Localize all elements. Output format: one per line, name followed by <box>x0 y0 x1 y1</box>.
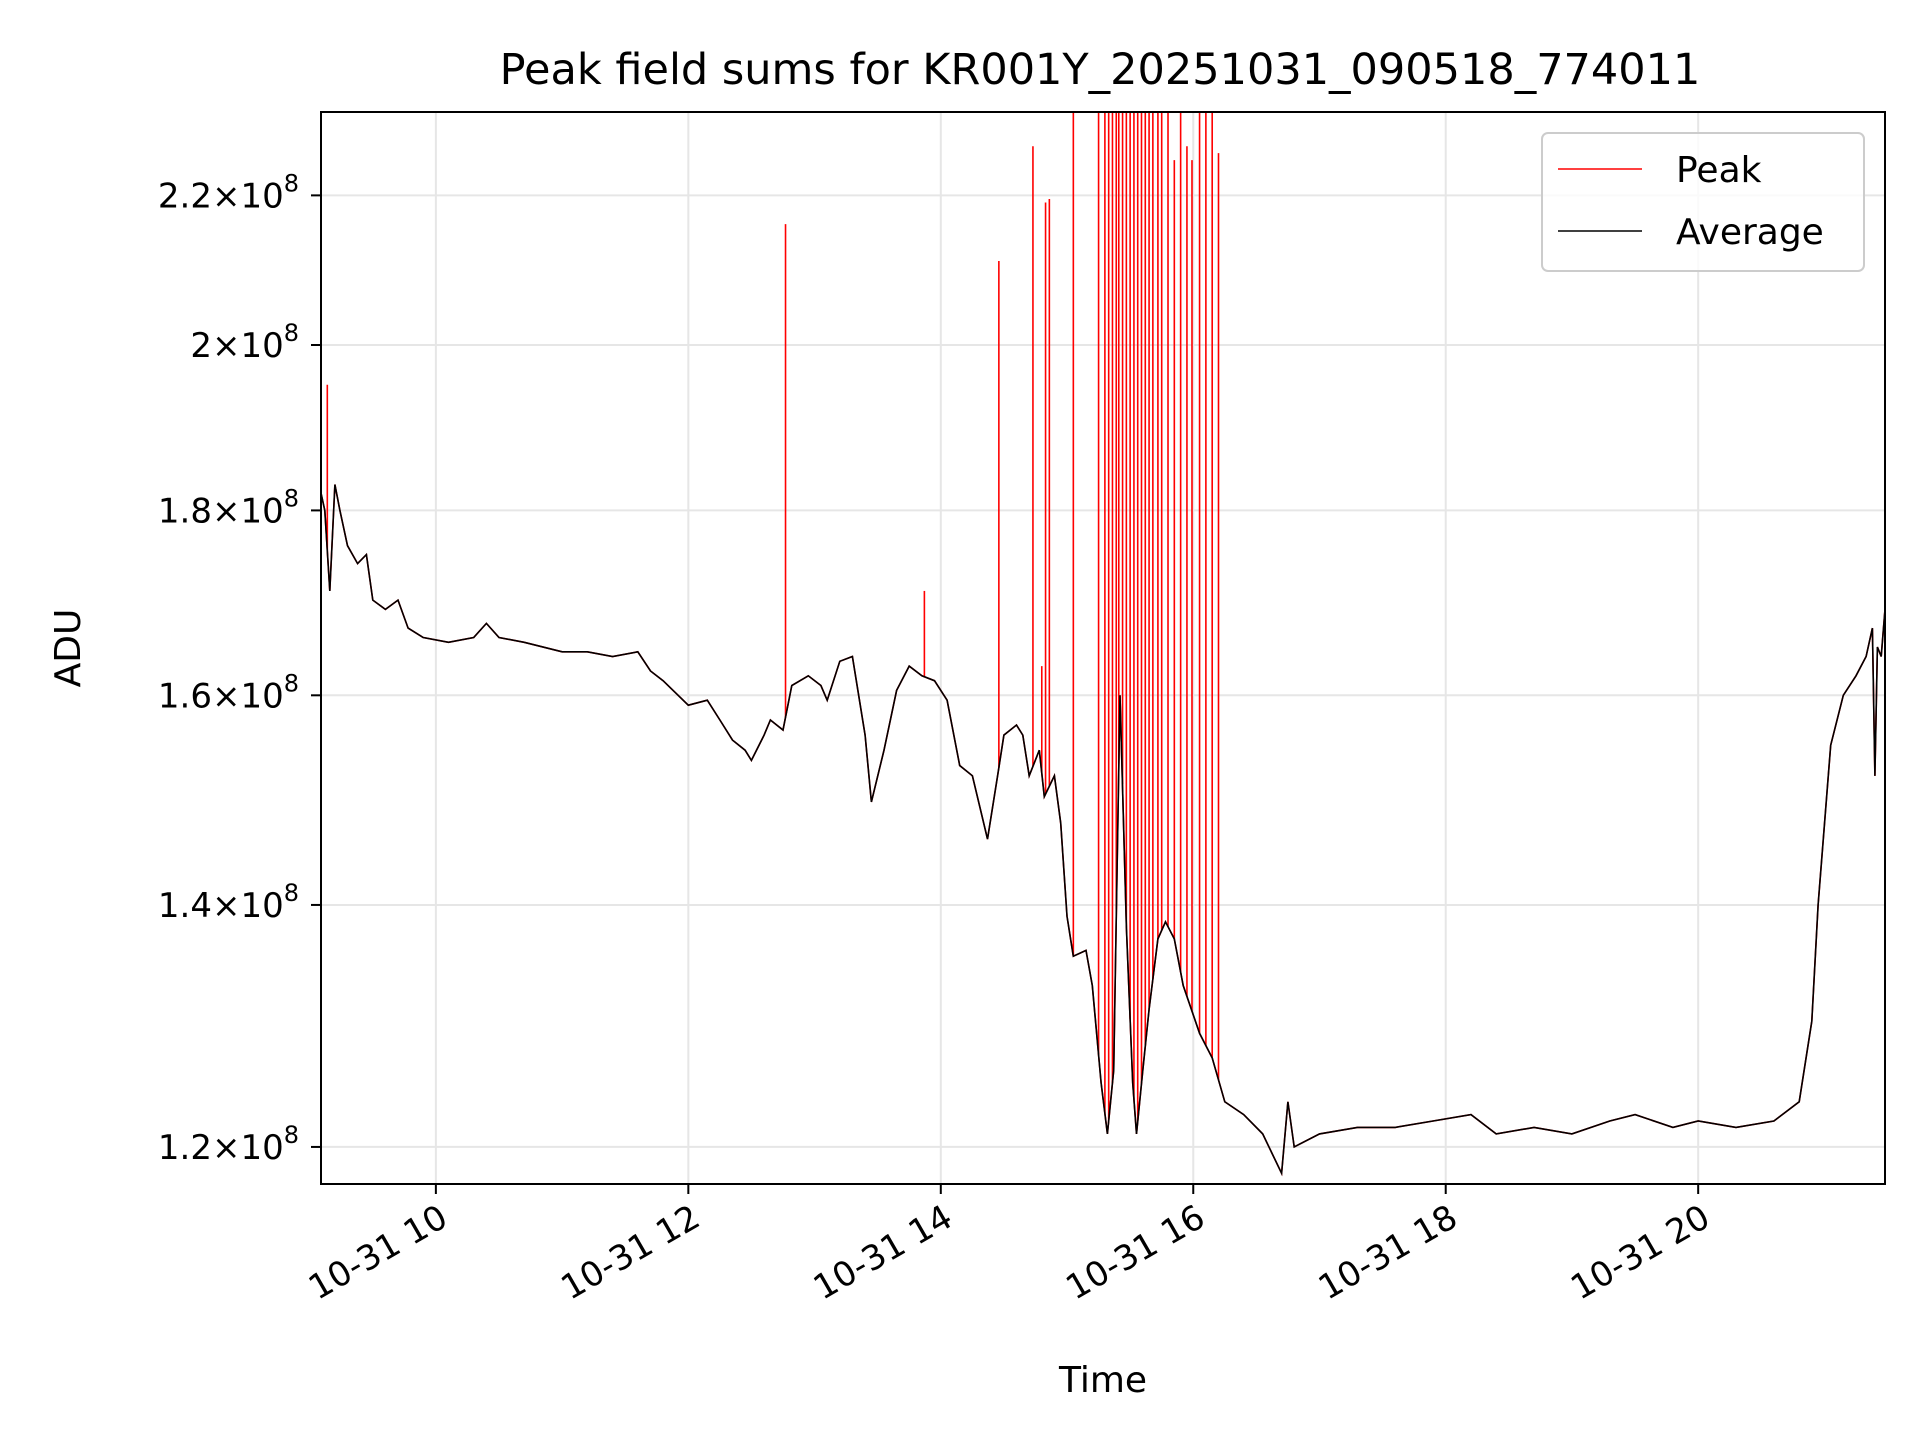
average-series-line <box>321 484 1885 1177</box>
y-tick-exponent: 8 <box>284 669 299 697</box>
y-tick-mantissa: 1.6 <box>158 676 212 716</box>
y-tick-mantissa: 1.2 <box>158 1128 212 1168</box>
y-tick-label: 1.8×108 <box>158 484 299 531</box>
y-tick-label: 2×108 <box>190 319 299 366</box>
grid-lines <box>321 112 1885 1184</box>
y-tick-label: 2.2×108 <box>158 169 299 216</box>
y-tick-times: ×10 <box>212 326 284 366</box>
plot-frame <box>320 111 1886 1185</box>
y-tick-mantissa: 2 <box>190 326 212 366</box>
y-tick-times: ×10 <box>212 491 284 531</box>
y-tick-mantissa: 1.4 <box>158 886 212 926</box>
legend-average-label: Average <box>1676 212 1824 253</box>
y-tick-exponent: 8 <box>284 1121 299 1149</box>
y-tick-label: 1.4×108 <box>158 879 299 926</box>
plot-series <box>321 112 1885 1177</box>
y-tick-exponent: 8 <box>284 319 299 347</box>
y-tick-exponent: 8 <box>284 169 299 197</box>
chart-title: Peak field sums for KR001Y_20251031_0905… <box>500 45 1701 95</box>
y-tick-exponent: 8 <box>284 879 299 907</box>
y-tick-mantissa: 2.2 <box>158 176 212 216</box>
y-tick-label: 1.2×108 <box>158 1121 299 1168</box>
y-tick-times: ×10 <box>212 886 284 926</box>
y-axis-label: ADU <box>48 609 89 688</box>
y-tick-label: 1.6×108 <box>158 669 299 716</box>
legend-box <box>1541 132 1865 272</box>
y-tick-times: ×10 <box>212 176 284 216</box>
y-tick-times: ×10 <box>212 676 284 716</box>
x-axis-label: Time <box>1058 1360 1147 1401</box>
legend-peak-label: Peak <box>1676 150 1762 191</box>
y-tick-exponent: 8 <box>284 484 299 512</box>
legend: Peak Average <box>1541 132 1865 272</box>
y-tick-times: ×10 <box>212 1128 284 1168</box>
y-tick-mantissa: 1.8 <box>158 491 212 531</box>
